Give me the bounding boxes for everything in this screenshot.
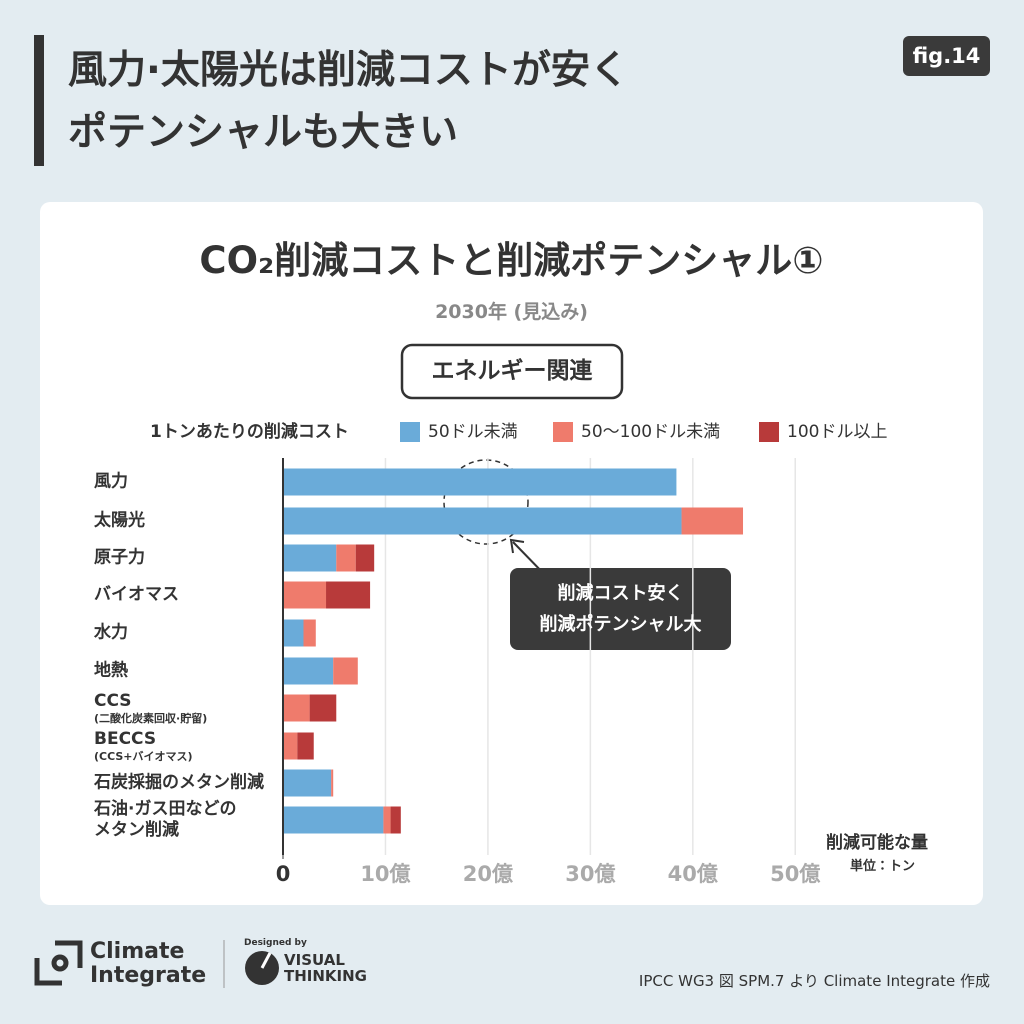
bar-segment (283, 657, 334, 685)
source-note: IPCC WG3 図 SPM.7 より Climate Integrate 作成 (638, 972, 990, 990)
bar-segment (283, 732, 298, 760)
logo-text: Climate (90, 939, 185, 964)
legend-label: 100ドル以上 (787, 422, 888, 442)
bar-segment (355, 544, 375, 572)
category-label-group: 風力 (94, 472, 128, 493)
fig-badge: fig.14 (903, 36, 990, 76)
category-label-group: CCS (二酸化炭素回収·貯留) (94, 691, 207, 725)
category-label: 風力 (94, 471, 128, 492)
bar-segment (326, 581, 371, 609)
category-note: (二酸化炭素回収·貯留) (94, 712, 208, 725)
header-bar (34, 35, 44, 166)
bar-segment (309, 694, 337, 722)
logo-icon (34, 940, 83, 986)
designer-text: VISUAL (284, 951, 345, 969)
highlight-circle (443, 459, 529, 545)
chart-card (40, 202, 983, 905)
legend-swatch (400, 422, 420, 442)
chart-title: CO₂削減コストと削減ポテンシャル① (199, 239, 824, 282)
designer-text: THINKING (284, 967, 367, 985)
x-tick-label: 20億 (462, 862, 513, 886)
annotation-text: 削減コスト安く 削減ポテンシャル大 (539, 583, 702, 635)
section-label: エネルギー関連 (431, 358, 593, 384)
category-label-group: バイオマス (94, 585, 179, 606)
legend-label: 50ドル未満 (428, 422, 518, 442)
category-label-group: BECCS (CCS+バイオマス) (94, 729, 193, 763)
bar-segment (283, 769, 332, 797)
category-label: 原子力 (94, 547, 145, 568)
bar-segment (297, 732, 314, 760)
arrow-head (509, 538, 525, 554)
legend-title: 1トンあたりの削減コスト (150, 422, 349, 442)
category-label: 石油·ガス田などの メタン削減 (94, 799, 237, 840)
bar-segment (333, 657, 358, 685)
bar-segment (283, 581, 327, 609)
legend-label: 50〜100ドル未満 (581, 422, 721, 442)
bar-segment (283, 468, 677, 496)
bar-segment (331, 769, 334, 797)
legend-swatch (759, 422, 779, 442)
annotation-box (510, 568, 731, 650)
category-label: BECCS (94, 729, 157, 749)
unit-note: 単位：トン (850, 859, 916, 874)
x-axis-label: 削減可能な量 (826, 833, 928, 853)
x-tick-label: 30億 (565, 862, 616, 886)
category-note: (CCS+バイオマス) (94, 750, 193, 763)
designer-icon-hand (260, 952, 272, 969)
logo-text: Integrate (90, 963, 207, 988)
section-box (400, 343, 624, 400)
chart-subtitle: 2030年 (見込み) (435, 301, 588, 323)
category-label: CCS (94, 691, 132, 711)
designed-by: Designed by (244, 938, 307, 948)
x-tick-label: 40億 (667, 862, 718, 886)
category-label: 石炭採掘のメタン削減 (94, 772, 264, 793)
x-tick-label: 10億 (360, 862, 411, 886)
bar-segment (336, 544, 356, 572)
bar-segment (283, 619, 304, 647)
bar-segment (390, 806, 401, 834)
category-label-group: 太陽光 (94, 511, 145, 532)
bar-segment (681, 507, 744, 535)
bar-segment (383, 806, 391, 834)
category-label-group: 水力 (94, 623, 128, 644)
bar-segment (283, 507, 682, 535)
legend-swatch (553, 422, 573, 442)
bar-segment (283, 694, 310, 722)
category-label: 水力 (94, 622, 128, 643)
category-label-group: 石油·ガス田などの メタン削減 (94, 799, 236, 841)
bar-segment (283, 806, 384, 834)
x-tick-label: 0 (275, 862, 291, 886)
category-label-group: 地熱 (94, 661, 128, 682)
category-label-group: 石炭採掘のメタン削減 (94, 773, 264, 794)
category-label: 地熱 (94, 660, 128, 681)
category-label: バイオマス (94, 584, 179, 605)
bar-segment (283, 544, 337, 572)
page-title: 風力·太陽光は削減コストが安く ポテンシャルも大きい (68, 48, 629, 155)
category-label-group: 原子力 (94, 548, 145, 569)
category-label: 太陽光 (94, 510, 145, 531)
bar-segment (303, 619, 316, 647)
x-tick-label: 50億 (770, 862, 821, 886)
